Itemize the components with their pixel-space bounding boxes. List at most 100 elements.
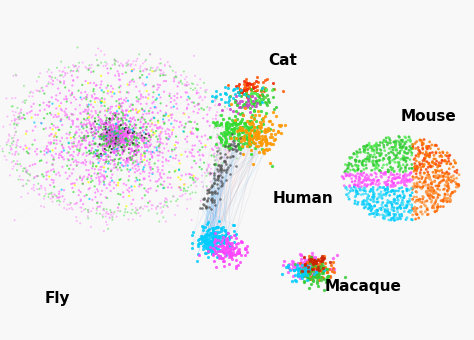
Point bbox=[112, 135, 120, 140]
Point bbox=[342, 168, 349, 173]
Point bbox=[35, 74, 43, 80]
Point bbox=[78, 205, 85, 210]
Point bbox=[92, 52, 100, 57]
Point bbox=[114, 132, 121, 137]
Point bbox=[61, 65, 69, 70]
Point bbox=[406, 166, 413, 171]
Point bbox=[95, 181, 103, 187]
Point bbox=[244, 99, 251, 104]
Point bbox=[118, 129, 126, 135]
Point bbox=[404, 155, 411, 161]
Point bbox=[217, 113, 224, 118]
Point bbox=[425, 175, 433, 181]
Point bbox=[196, 138, 203, 144]
Point bbox=[128, 68, 136, 74]
Point bbox=[144, 138, 151, 144]
Point bbox=[102, 120, 109, 125]
Point bbox=[373, 210, 380, 216]
Point bbox=[78, 120, 85, 125]
Point bbox=[121, 209, 129, 215]
Point bbox=[208, 234, 215, 240]
Point bbox=[251, 140, 258, 146]
Point bbox=[386, 193, 393, 198]
Point bbox=[108, 147, 116, 152]
Point bbox=[284, 264, 292, 270]
Point bbox=[134, 159, 141, 165]
Point bbox=[284, 264, 292, 269]
Point bbox=[55, 170, 63, 175]
Point bbox=[103, 138, 111, 143]
Point bbox=[263, 100, 270, 105]
Point bbox=[408, 150, 416, 156]
Point bbox=[112, 134, 119, 139]
Point bbox=[128, 188, 136, 193]
Point bbox=[107, 139, 115, 145]
Point bbox=[114, 137, 122, 142]
Point bbox=[344, 163, 351, 168]
Point bbox=[225, 235, 232, 240]
Point bbox=[428, 205, 436, 210]
Point bbox=[230, 222, 238, 227]
Point bbox=[348, 179, 356, 185]
Point bbox=[113, 153, 120, 158]
Point bbox=[0, 108, 3, 114]
Point bbox=[395, 163, 403, 168]
Point bbox=[382, 138, 390, 143]
Point bbox=[252, 85, 259, 90]
Point bbox=[294, 267, 302, 273]
Point bbox=[13, 149, 20, 154]
Point bbox=[89, 160, 97, 165]
Point bbox=[217, 163, 225, 169]
Point bbox=[125, 178, 132, 183]
Point bbox=[101, 137, 109, 142]
Point bbox=[171, 76, 178, 82]
Point bbox=[111, 134, 118, 139]
Point bbox=[150, 99, 157, 105]
Point bbox=[96, 125, 103, 131]
Point bbox=[226, 233, 234, 239]
Point bbox=[210, 241, 218, 247]
Point bbox=[109, 116, 116, 122]
Point bbox=[139, 135, 147, 140]
Point bbox=[394, 155, 402, 160]
Point bbox=[29, 128, 36, 133]
Point bbox=[450, 176, 458, 182]
Point bbox=[239, 135, 246, 140]
Point bbox=[222, 237, 230, 242]
Point bbox=[154, 149, 161, 154]
Point bbox=[198, 240, 205, 245]
Point bbox=[244, 140, 252, 146]
Point bbox=[132, 152, 140, 157]
Point bbox=[110, 162, 118, 168]
Point bbox=[94, 148, 102, 153]
Point bbox=[235, 125, 242, 131]
Point bbox=[434, 204, 442, 210]
Point bbox=[255, 95, 263, 100]
Point bbox=[165, 169, 173, 175]
Point bbox=[107, 124, 114, 130]
Point bbox=[249, 122, 257, 127]
Point bbox=[118, 144, 126, 150]
Point bbox=[198, 173, 206, 178]
Point bbox=[428, 185, 435, 190]
Point bbox=[209, 245, 216, 250]
Point bbox=[112, 141, 120, 146]
Point bbox=[195, 253, 203, 258]
Point bbox=[121, 148, 128, 153]
Point bbox=[125, 90, 132, 95]
Point bbox=[400, 177, 408, 183]
Point bbox=[118, 147, 126, 153]
Point bbox=[303, 277, 310, 283]
Point bbox=[219, 137, 227, 143]
Point bbox=[79, 123, 86, 129]
Point bbox=[208, 153, 215, 158]
Point bbox=[110, 134, 118, 140]
Point bbox=[361, 188, 368, 193]
Point bbox=[444, 153, 451, 159]
Point bbox=[208, 230, 215, 236]
Point bbox=[110, 137, 118, 143]
Point bbox=[376, 153, 383, 158]
Point bbox=[385, 169, 392, 175]
Point bbox=[391, 198, 399, 203]
Point bbox=[216, 135, 224, 140]
